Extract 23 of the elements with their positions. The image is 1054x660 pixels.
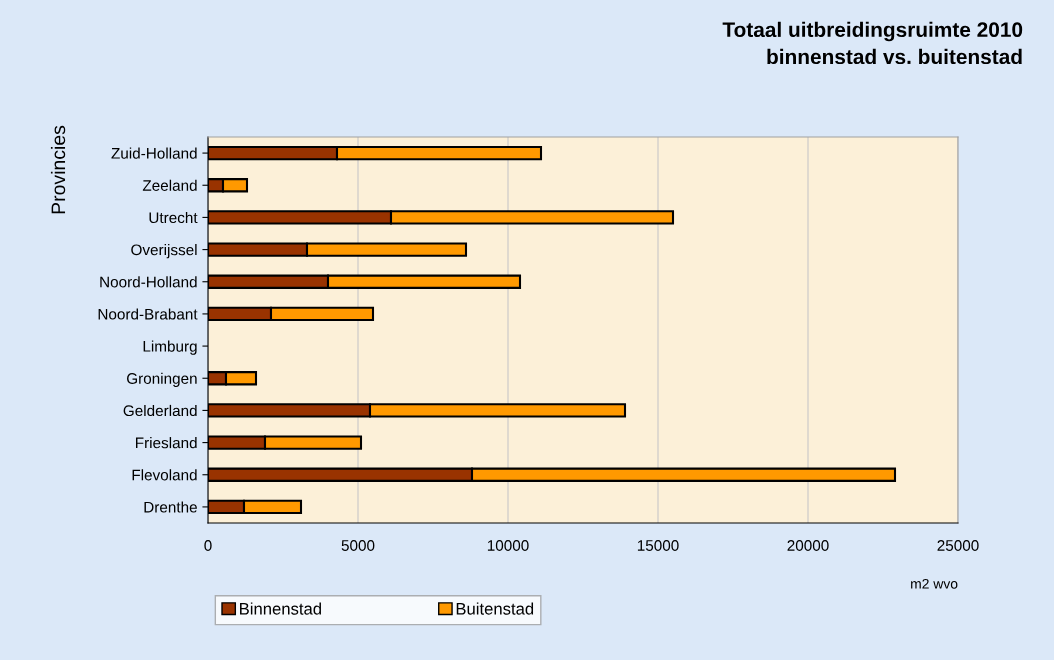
chart-title: Totaal uitbreidingsruimte 2010 binnenstad vs. buitenstad [722, 21, 1023, 65]
y-tick-label: Zeeland [142, 179, 197, 191]
legend-label: Buitenstad [456, 602, 534, 615]
legend-label: Binnenstad [240, 602, 321, 615]
y-tick-label: Utrecht [149, 211, 198, 224]
x-tick-label: 5000 [341, 540, 375, 551]
x-tick-label: 10000 [487, 540, 529, 551]
x-tick-label: 25000 [937, 540, 979, 551]
y-tick-label: Limburg [143, 340, 197, 355]
y-tick-label: Friesland [136, 437, 197, 449]
y-tick-label: Groningen [127, 372, 197, 387]
y-tick-label: Gelderland [123, 404, 197, 417]
x-axis-title: m2 wvo [911, 578, 958, 589]
y-tick-label: Flevoland [132, 469, 197, 481]
x-tick-label: 15000 [637, 540, 679, 551]
x-tick-label: 20000 [787, 540, 829, 551]
x-tick-label: 0 [204, 540, 212, 551]
y-tick-label: Zuid-Holland [111, 147, 197, 159]
y-tick-label: Overijssel [131, 244, 197, 259]
y-tick-label: Noord-Holland [100, 276, 197, 288]
y-axis-title: Provincies [50, 125, 66, 214]
y-tick-label: Noord-Brabant [98, 308, 198, 320]
y-tick-label: Drenthe [144, 501, 197, 513]
